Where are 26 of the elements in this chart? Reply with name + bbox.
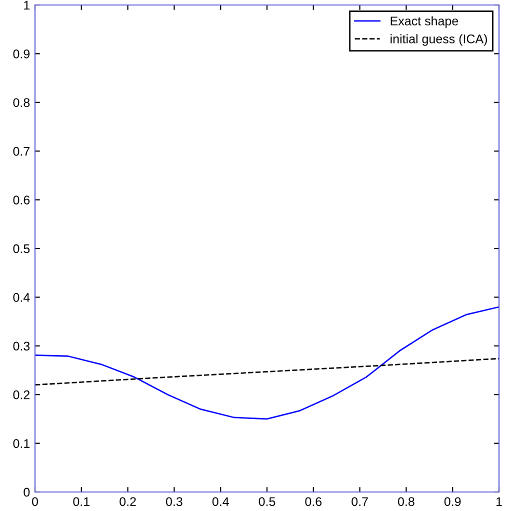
y-tick-label: 1 xyxy=(24,0,30,10)
y-tick-label: 0.4 xyxy=(13,293,30,302)
x-tick-label: 0.5 xyxy=(258,497,276,506)
x-tick-label: 0.2 xyxy=(120,497,136,506)
x-tick-label: 0.8 xyxy=(398,497,414,506)
x-tick-label: 0.7 xyxy=(352,497,368,506)
y-tick-label: 0.8 xyxy=(13,98,30,108)
legend-label: initial guess (ICA) xyxy=(390,34,487,46)
y-tick-label: 0 xyxy=(24,488,30,497)
y-tick-label: 0.5 xyxy=(13,244,30,254)
y-tick-label: 0.1 xyxy=(13,439,30,448)
x-tick-label: 0.4 xyxy=(212,497,229,506)
x-tick-label: 0.6 xyxy=(305,497,322,506)
legend-label: Exact shape xyxy=(390,16,458,28)
y-tick-label: 0.7 xyxy=(13,146,30,156)
y-tick-label: 0.9 xyxy=(13,50,30,58)
x-tick-label: 0 xyxy=(32,497,38,506)
x-tick-label: 0.3 xyxy=(166,497,182,506)
line-series xyxy=(35,306,499,420)
x-tick-label: 1 xyxy=(496,497,502,506)
y-tick-label: 0.3 xyxy=(13,342,30,351)
y-tick-label: 0.6 xyxy=(13,196,30,204)
line-series xyxy=(35,358,499,386)
y-tick-label: 0.2 xyxy=(13,390,30,400)
x-tick-label: 0.1 xyxy=(73,497,90,506)
x-tick-label: 0.9 xyxy=(444,497,461,506)
